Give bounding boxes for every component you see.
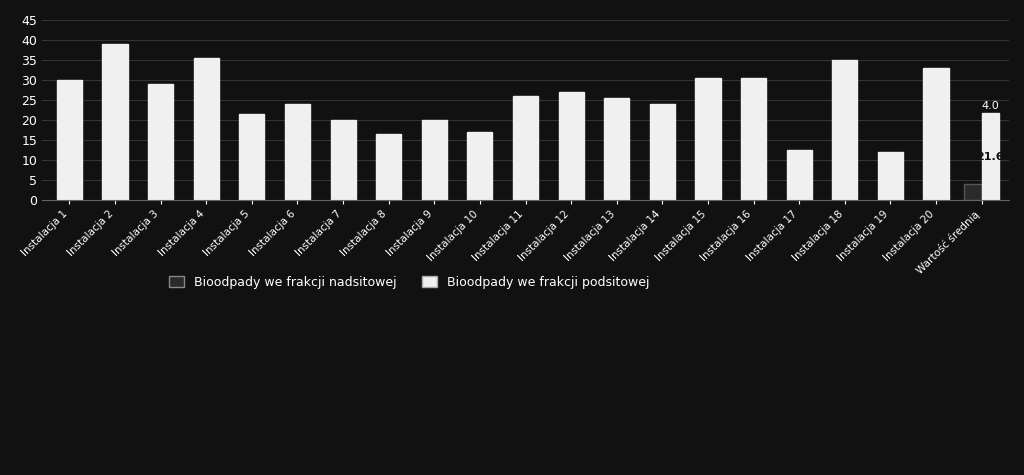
Bar xyxy=(878,152,903,200)
Bar xyxy=(194,58,219,199)
Bar xyxy=(833,60,857,200)
Bar xyxy=(240,114,264,200)
Bar xyxy=(513,96,538,200)
Text: 21.6: 21.6 xyxy=(977,152,1005,162)
Bar xyxy=(982,114,999,200)
Bar xyxy=(57,80,82,200)
Bar xyxy=(695,78,721,200)
Bar xyxy=(786,150,812,200)
Bar xyxy=(102,44,128,200)
Bar xyxy=(741,78,766,200)
Bar xyxy=(285,104,310,200)
Bar xyxy=(422,120,446,200)
Bar xyxy=(965,184,982,200)
Bar xyxy=(331,120,355,200)
Bar xyxy=(148,84,173,200)
Bar xyxy=(650,104,675,200)
Bar xyxy=(924,68,948,200)
Bar xyxy=(467,132,493,200)
Bar xyxy=(558,92,584,200)
Bar xyxy=(376,134,401,200)
Legend: Bioodpady we frakcji nadsitowej, Bioodpady we frakcji podsitowej: Bioodpady we frakcji nadsitowej, Bioodpa… xyxy=(165,271,654,294)
Bar xyxy=(604,98,630,200)
Text: 4.0: 4.0 xyxy=(981,102,999,112)
